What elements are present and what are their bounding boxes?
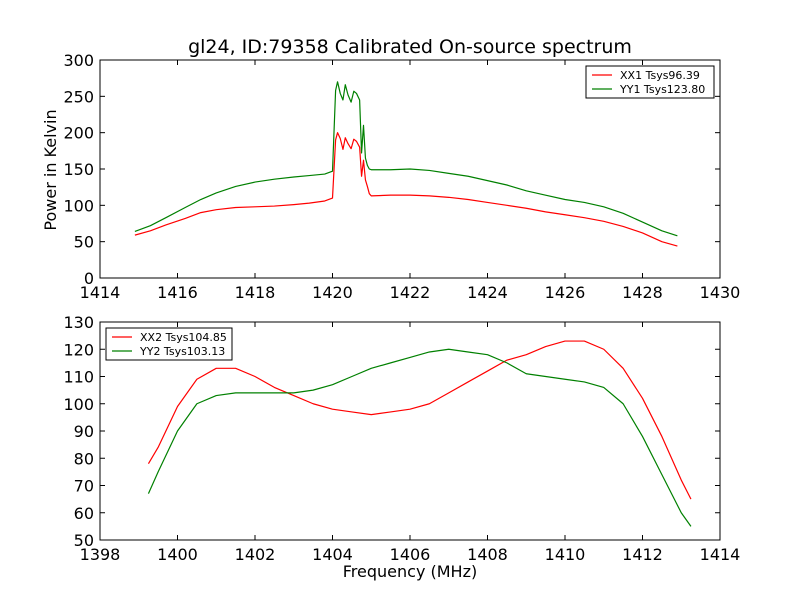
y-tick-label: 70 bbox=[74, 477, 94, 496]
legend-label: XX2 Tsys104.85 bbox=[140, 331, 227, 344]
y-tick-label: 130 bbox=[63, 313, 94, 332]
series-line-yy1 bbox=[134, 81, 678, 237]
y-tick-label: 200 bbox=[63, 124, 94, 143]
y-axis-label: Power in Kelvin bbox=[41, 109, 60, 230]
series-line-xx1 bbox=[134, 132, 678, 247]
legend-label: YY1 Tsys123.80 bbox=[619, 83, 705, 96]
x-tick-label: 1414 bbox=[80, 283, 121, 302]
x-tick-label: 1404 bbox=[312, 545, 353, 564]
y-tick-label: 50 bbox=[74, 233, 94, 252]
y-tick-label: 90 bbox=[74, 422, 94, 441]
y-tick-label: 100 bbox=[63, 395, 94, 414]
legend-label: XX1 Tsys96.39 bbox=[620, 69, 700, 82]
y-tick-label: 300 bbox=[63, 51, 94, 70]
series-line-xx2 bbox=[147, 340, 692, 500]
x-tick-label: 1430 bbox=[700, 283, 741, 302]
x-tick-label: 1410 bbox=[545, 545, 586, 564]
bottom-panel: 1398 1400 1402 1404 1406 1408 1410 1412 1414 50 60… bbox=[63, 313, 740, 564]
x-tick-label: 1402 bbox=[235, 545, 276, 564]
y-tick-label: 80 bbox=[74, 449, 94, 468]
y-tick-label: 50 bbox=[74, 531, 94, 550]
x-tick-label: 1422 bbox=[390, 283, 431, 302]
top-panel: 1414 1416 1418 1420 1422 1424 1426 1428 1430 0 50 1… bbox=[63, 51, 740, 302]
x-tick-label: 1398 bbox=[80, 545, 121, 564]
x-tick-label: 1400 bbox=[157, 545, 198, 564]
x-tick-label: 1420 bbox=[312, 283, 353, 302]
x-tick-label: 1408 bbox=[467, 545, 508, 564]
y-tick-label: 120 bbox=[63, 340, 94, 359]
y-tick-label: 150 bbox=[63, 160, 94, 179]
y-tick-label: 60 bbox=[74, 504, 94, 523]
chart-title: gl24, ID:79358 Calibrated On-source spec… bbox=[188, 36, 632, 58]
series-line-yy2 bbox=[147, 348, 692, 527]
legend-box bbox=[585, 65, 715, 99]
x-tick-label: 1428 bbox=[622, 283, 663, 302]
y-tick-label: 0 bbox=[84, 269, 94, 288]
x-tick-label: 1424 bbox=[467, 283, 508, 302]
x-tick-label: 1418 bbox=[235, 283, 276, 302]
y-tick-label: 250 bbox=[63, 87, 94, 106]
legend-label: YY2 Tsys103.13 bbox=[139, 345, 225, 358]
x-tick-label: 1414 bbox=[700, 545, 741, 564]
legend-box bbox=[105, 327, 233, 361]
x-tick-label: 1416 bbox=[157, 283, 198, 302]
x-tick-label: 1412 bbox=[622, 545, 663, 564]
x-axis-label: Frequency (MHz) bbox=[343, 562, 477, 581]
y-tick-label: 110 bbox=[63, 368, 94, 387]
x-tick-label: 1406 bbox=[390, 545, 431, 564]
y-tick-label: 100 bbox=[63, 196, 94, 215]
x-tick-label: 1426 bbox=[545, 283, 586, 302]
